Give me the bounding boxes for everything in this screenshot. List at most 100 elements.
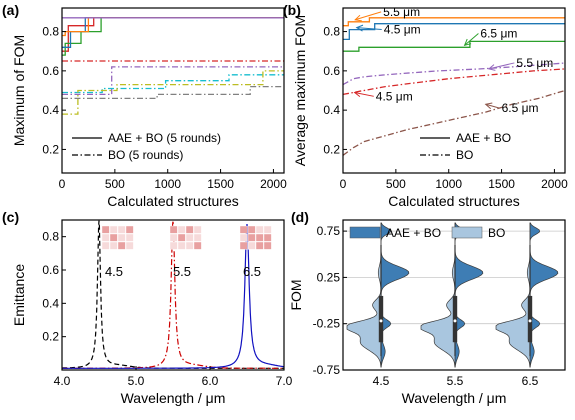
annotation-label: 5.5 μm [383, 5, 420, 19]
inset-label: 6.5 [243, 264, 261, 279]
x-tick-label: 6.0 [202, 374, 219, 388]
spectrum-line [62, 220, 284, 369]
inset-pixel [169, 233, 178, 242]
series-line [343, 68, 565, 96]
series-line [343, 89, 565, 156]
annotation-arrow [488, 62, 515, 70]
violin-box [378, 295, 384, 343]
axes-frame [61, 7, 285, 174]
annotation-arrowhead [354, 14, 362, 22]
annotation-label: 4.5 μm [384, 23, 421, 37]
axes-frame [342, 7, 566, 174]
x-tick-label: 4.0 [54, 374, 71, 388]
inset-pixel [193, 233, 202, 242]
inset-pixel [255, 241, 264, 250]
y-tick-label: 0.75 [317, 224, 341, 238]
inset-pixel [255, 233, 264, 242]
series-line [62, 74, 284, 94]
violin-box [527, 295, 533, 343]
y-tick-label: 0.8 [42, 230, 59, 244]
panel-c: 0.2 0.4 0.6 0.8 4.0 5.0 6.0 7.0 Wavelength / μm E… [2, 209, 293, 406]
x-tick-label: 2000 [541, 177, 568, 191]
inset-pixel [117, 233, 126, 242]
violin-half [529, 222, 559, 368]
violin-half [420, 222, 456, 368]
plot-area [343, 17, 565, 156]
violin-half [380, 222, 410, 368]
x-axis-label: Wavelength / μm [402, 390, 507, 406]
series-line [343, 62, 565, 86]
inset-pixel [177, 233, 186, 242]
annotation-label: 4.5 μm [376, 89, 413, 103]
legend-swatch [349, 226, 381, 239]
inset-pixel [109, 225, 118, 234]
violin-half [346, 222, 382, 368]
inset-pixel [247, 241, 256, 250]
y-tick-label: 0.2 [42, 142, 59, 156]
y-tick-label: 0.6 [42, 263, 59, 277]
inset-pixel [101, 241, 110, 250]
legend-label: AAE + BO [386, 226, 441, 240]
plot-area [62, 220, 284, 369]
x-tick-label: 0 [340, 177, 347, 191]
inset-pixel [239, 241, 248, 250]
series-line [62, 17, 284, 52]
inset-pixel [247, 233, 256, 242]
inset-pixel [193, 241, 202, 250]
inset-pixel [263, 225, 272, 234]
y-axis-label: FOM [288, 279, 304, 310]
inset-pixel [185, 241, 194, 250]
annotation-label: 5.5 μm [516, 56, 553, 70]
inset-label: 4.5 [105, 264, 123, 279]
x-tick-label: 500 [105, 177, 125, 191]
inset-pixel [177, 241, 186, 250]
plot-area [62, 17, 284, 115]
inset-pixel [169, 241, 178, 250]
y-tick-label: 0.4 [42, 296, 59, 310]
inset-pixel [101, 225, 110, 234]
inset-pixel [263, 241, 272, 250]
violin-median [528, 319, 532, 323]
x-axis-label: Calculated structures [107, 193, 239, 209]
y-tick-label: 0.8 [42, 25, 59, 39]
panel-label: (d) [291, 209, 309, 225]
violin-half [454, 222, 484, 368]
y-tick-label: 0.4 [323, 103, 340, 117]
annotation-arrowhead [355, 24, 364, 32]
x-tick-label: 5.0 [128, 374, 145, 388]
violin-half [495, 222, 531, 368]
series-line [62, 70, 284, 115]
annotation-arrow [354, 91, 374, 97]
y-axis-label: Maximum of FOM [11, 35, 27, 146]
inset-pixel [247, 225, 256, 234]
inset-pixel [185, 233, 194, 242]
annotation-label: 6.5 μm [502, 101, 539, 115]
axes-frame [342, 219, 566, 371]
inset-label: 5.5 [173, 264, 191, 279]
y-tick-label: 0.8 [323, 25, 340, 39]
panel-label: (a) [2, 2, 19, 18]
x-tick-label: 1000 [154, 177, 181, 191]
x-tick-label: 2000 [260, 177, 287, 191]
inset-pixel [263, 233, 272, 242]
y-tick-label: -0.75 [313, 363, 341, 377]
inset-pixel [239, 225, 248, 234]
annotation-arrow [355, 11, 382, 21]
legend-label: BO [456, 148, 473, 162]
series-line [62, 85, 284, 100]
y-tick-label: 0.25 [317, 270, 341, 284]
violin-median [453, 319, 457, 323]
y-tick-label: 0.4 [42, 103, 59, 117]
x-tick-label: 6.5 [522, 374, 539, 388]
inset-pixel [109, 233, 118, 242]
x-tick-label: 500 [386, 177, 406, 191]
panel-d: 0.75 0.25 -0.25 -0.75 4.5 5.5 6.5 Wavelength / … [288, 209, 566, 406]
series-line [343, 40, 565, 52]
annotation-arrowhead [487, 64, 496, 71]
inset-pixel [125, 225, 134, 234]
inset-pixel [193, 225, 202, 234]
inset-pixel [125, 233, 134, 242]
inset-pixel [125, 241, 134, 250]
series-line [343, 17, 565, 27]
